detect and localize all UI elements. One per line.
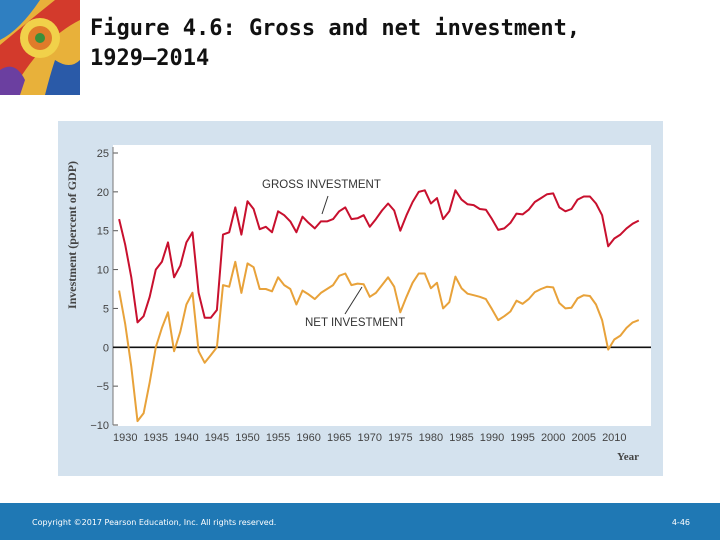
y-axis-label: Investment (percent of GDP) (65, 161, 79, 309)
y-tick-label: 5 (103, 303, 109, 315)
copyright-text: Copyright ©2017 Pearson Education, Inc. … (32, 518, 277, 527)
decorative-art (0, 0, 80, 95)
x-tick-label: 1930 (113, 432, 137, 444)
net-label-leader (344, 286, 363, 315)
x-tick-label: 1940 (174, 432, 198, 444)
x-tick-label: 2000 (541, 432, 565, 444)
x-tick-label: 1980 (419, 432, 443, 444)
y-tick-label: 15 (97, 226, 109, 238)
x-tick-label: 1945 (205, 432, 229, 444)
page-number: 4-46 (671, 518, 690, 527)
gross-investment-line (118, 189, 640, 324)
slide-footer: Copyright ©2017 Pearson Education, Inc. … (0, 503, 720, 540)
investment-chart: 25 20 15 10 5 0 −5 −10 1930 1935 1940 1945 1950 1955 1… (65, 147, 651, 463)
x-tick-label: 1960 (296, 432, 320, 444)
y-tick-label: −10 (90, 420, 109, 432)
gross-investment-label: GROSS INVESTMENT (262, 179, 381, 191)
y-tick-label: 0 (103, 342, 109, 354)
x-tick-label: 1975 (388, 432, 412, 444)
x-tick-label: 2005 (572, 432, 596, 444)
x-tick-label: 1990 (480, 432, 504, 444)
gross-label-leader (321, 195, 329, 215)
net-investment-line (118, 260, 640, 423)
x-tick-label: 2010 (602, 432, 626, 444)
x-axis-label: Year (617, 451, 639, 463)
x-tick-label: 1995 (510, 432, 534, 444)
y-tick-label: −5 (96, 381, 109, 393)
x-tick-label: 1965 (327, 432, 351, 444)
y-tick-label: 20 (97, 187, 109, 199)
net-investment-label: NET INVESTMENT (305, 317, 405, 329)
y-tick-label: 10 (97, 265, 109, 277)
x-tick-label: 1955 (266, 432, 290, 444)
y-tick-label: 25 (97, 148, 109, 160)
slide-title: Figure 4.6: Gross and net investment, 19… (90, 16, 581, 71)
x-tick-label: 1935 (144, 432, 168, 444)
x-tick-label: 1985 (449, 432, 473, 444)
x-tick-label: 1950 (235, 432, 259, 444)
x-tick-label: 1970 (358, 432, 382, 444)
